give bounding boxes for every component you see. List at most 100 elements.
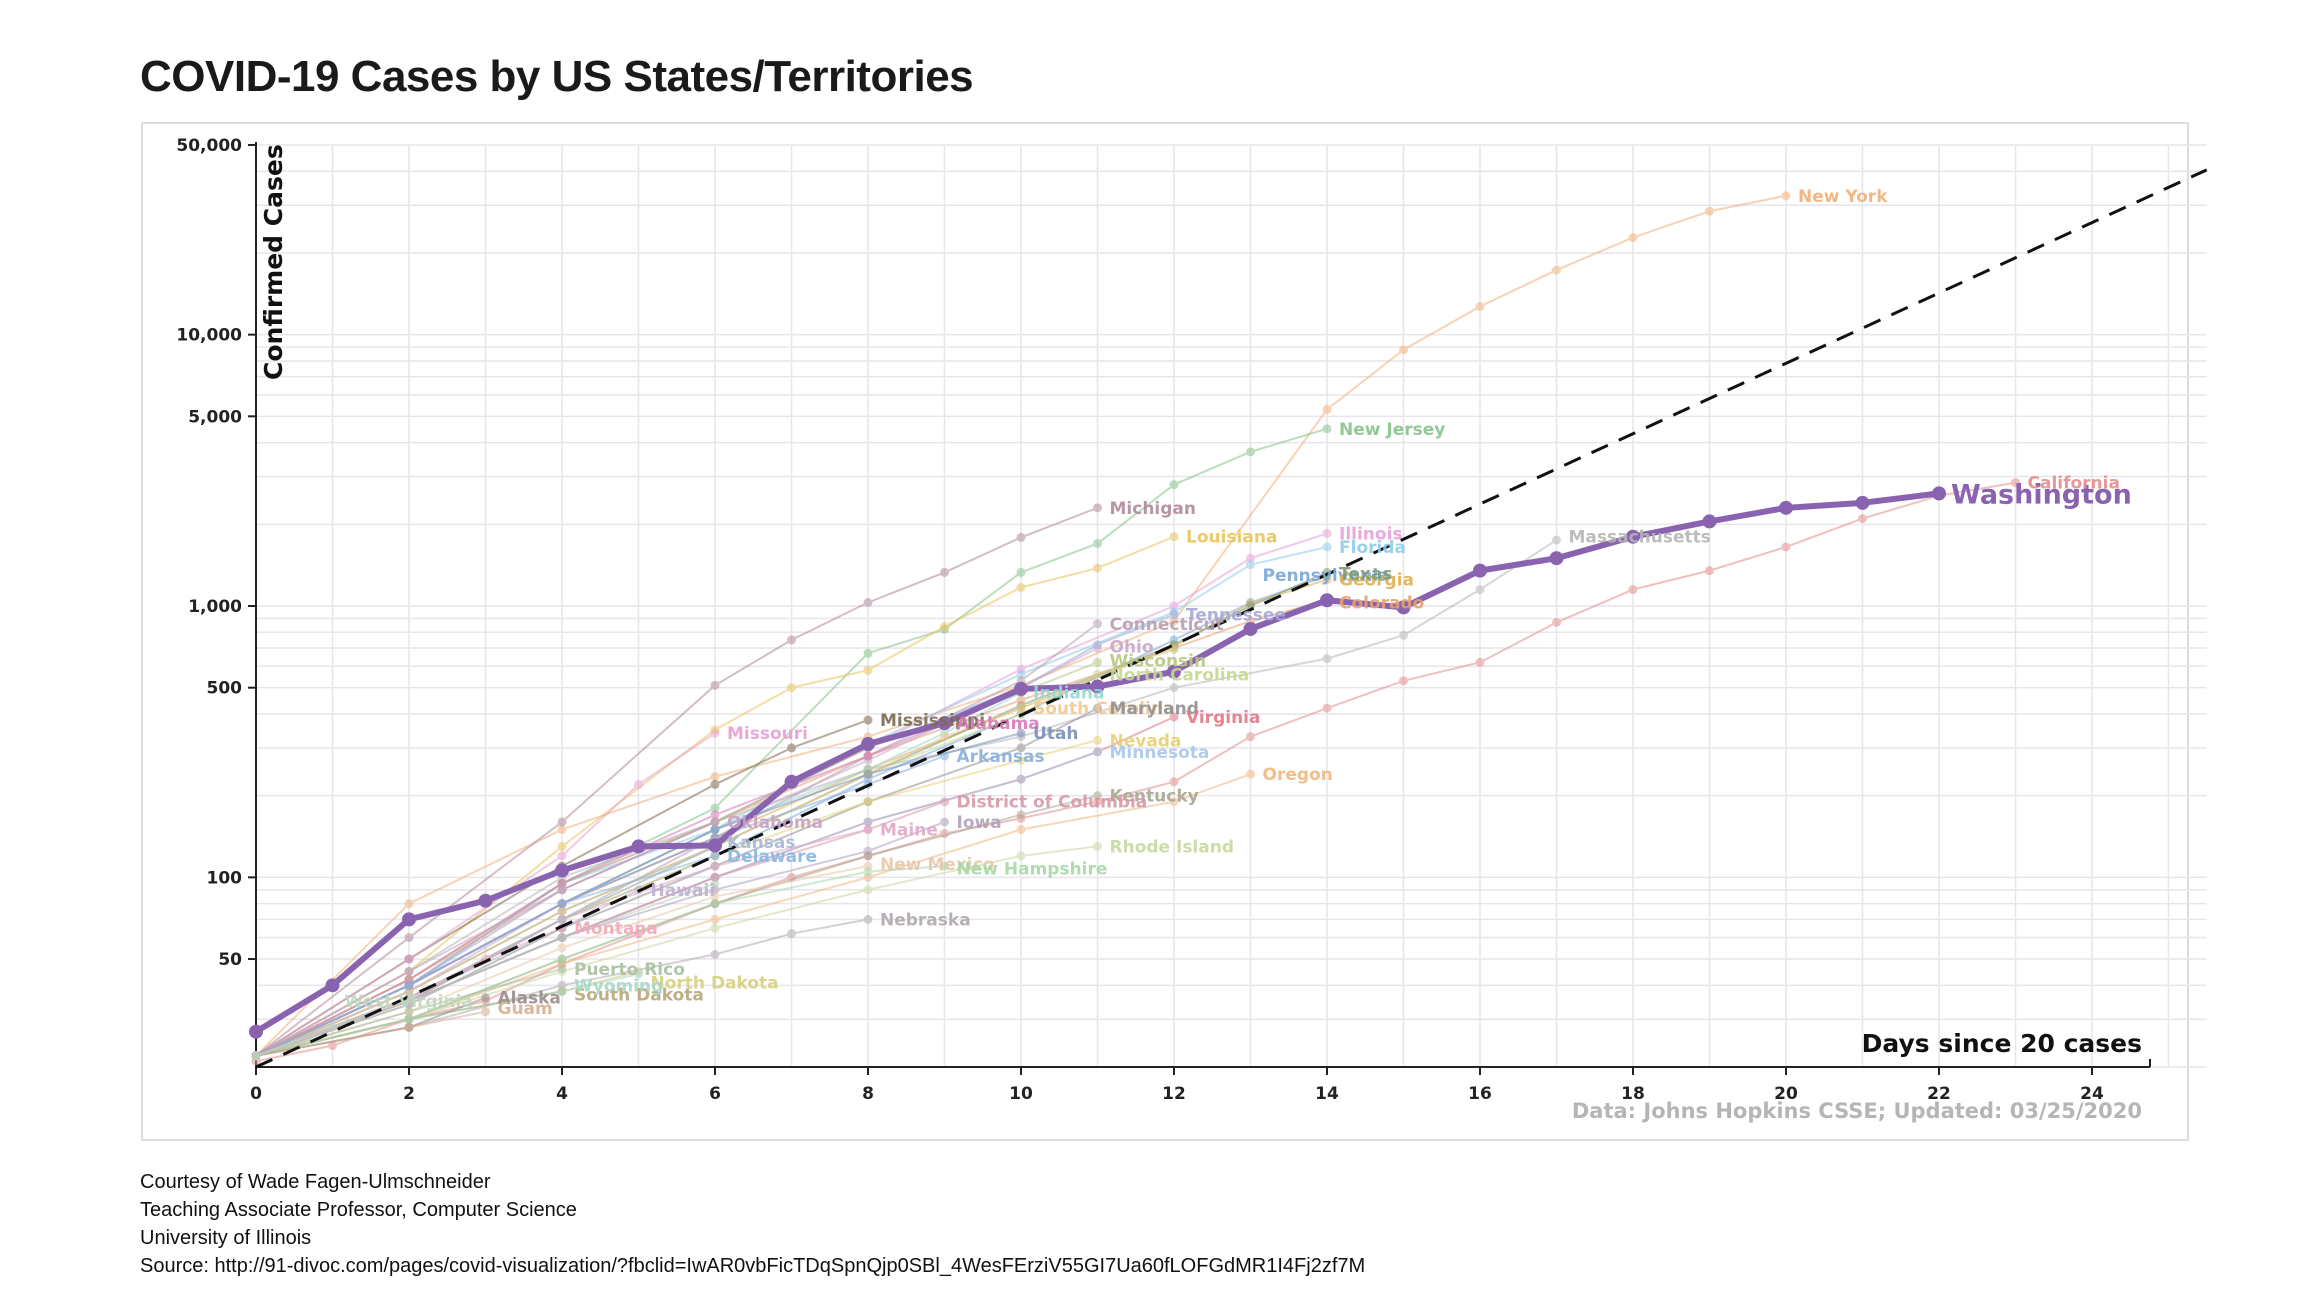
series-point	[1016, 825, 1026, 835]
series-label: New Mexico	[880, 855, 994, 875]
series-line	[255, 836, 716, 1057]
x-axis-label: Days since 20 cases	[1862, 1029, 2142, 1058]
series-point	[787, 743, 796, 753]
x-tick-label: 14	[1315, 1084, 1339, 1104]
series-point	[404, 980, 414, 990]
series-line	[255, 535, 1175, 1057]
series-point	[557, 986, 567, 996]
series-point	[1628, 585, 1638, 595]
series-point	[1246, 447, 1255, 457]
series-label: Mississippi	[880, 711, 985, 731]
x-tick-label: 10	[1009, 1084, 1033, 1104]
series-point	[787, 635, 796, 645]
series-point	[557, 878, 567, 888]
series-point	[557, 943, 567, 953]
series-label: Florida	[1339, 538, 1406, 558]
series-point	[1705, 566, 1714, 576]
series-point	[1322, 654, 1332, 664]
series-label: Kentucky	[1110, 787, 1199, 807]
series-label: Oregon	[1263, 765, 1333, 785]
series-point	[2011, 478, 2020, 488]
series-point	[404, 933, 414, 943]
series-point	[1322, 424, 1332, 434]
series-label: Iowa	[957, 813, 1002, 833]
series-point	[557, 914, 567, 924]
series-point	[940, 622, 949, 632]
series-point	[710, 779, 720, 789]
y-tick-label: 100	[207, 868, 243, 888]
series-label: New Jersey	[1339, 420, 1445, 440]
series-point	[404, 1014, 414, 1024]
series-point	[328, 1022, 337, 1032]
series-label: Rhode Island	[1110, 837, 1235, 857]
series-point	[1093, 791, 1102, 801]
series-point	[1093, 619, 1102, 629]
x-tick-label: 20	[1774, 1084, 1798, 1104]
highlight-series-point	[1090, 679, 1105, 694]
series-point	[1016, 774, 1026, 784]
series-point	[1016, 755, 1026, 765]
credit-institution: University of Illinois	[140, 1227, 312, 1249]
series-label: North Dakota	[651, 973, 779, 993]
series-label: Wisconsin	[1110, 651, 1207, 671]
series-label: Massachusetts	[1569, 528, 1711, 548]
series-point	[863, 867, 873, 877]
series-point	[1246, 560, 1255, 570]
series-point	[863, 846, 873, 856]
series-point	[1246, 769, 1255, 779]
series-label: Minnesota	[1110, 743, 1210, 763]
series-label: Louisiana	[1186, 528, 1277, 548]
series-point	[404, 954, 414, 964]
series-point	[1016, 532, 1026, 542]
highlight-series-point	[1702, 514, 1717, 529]
series-point	[863, 817, 873, 827]
series-point	[1246, 732, 1255, 742]
series-label: South Carolina	[1033, 699, 1174, 719]
series-line	[255, 973, 639, 1057]
series-point	[557, 841, 567, 851]
series-point	[1169, 610, 1179, 620]
series-point	[1399, 676, 1408, 686]
highlight-layer: Washington	[249, 479, 2132, 1039]
series-label: California	[2028, 474, 2120, 494]
series-point	[557, 825, 567, 835]
highlight-series-point	[631, 839, 646, 854]
highlight-series-label: Washington	[1951, 479, 2132, 510]
series-point	[404, 1007, 414, 1017]
series-point	[710, 878, 720, 888]
series-point	[1399, 345, 1408, 355]
series-point	[404, 899, 414, 909]
series-point	[1093, 841, 1102, 851]
highlight-series-point	[708, 838, 722, 853]
series-point	[481, 993, 490, 1003]
series-point	[710, 891, 720, 901]
highlight-series-point	[1549, 551, 1564, 566]
series-point	[1169, 683, 1179, 693]
series-point	[1628, 233, 1638, 243]
series-point	[1705, 206, 1714, 216]
series-point	[1093, 503, 1102, 513]
series-point	[328, 1041, 337, 1051]
highlight-series-point	[937, 716, 952, 731]
series-label: West Virginia	[345, 992, 473, 1012]
highlight-series-point	[1779, 500, 1793, 515]
series-point	[1093, 538, 1102, 548]
series-point	[710, 772, 720, 782]
series-label: Alaska	[498, 989, 561, 1009]
highlight-series-point	[478, 893, 493, 908]
series-point	[710, 861, 720, 871]
series-point	[481, 1007, 490, 1017]
credit-source-link[interactable]: Source: http://91-divoc.com/pages/covid-…	[140, 1255, 1366, 1277]
series-point	[940, 797, 949, 807]
series-label: Maine	[880, 821, 938, 841]
series-point	[1781, 542, 1791, 552]
series-point	[557, 899, 567, 909]
x-tick-label: 0	[250, 1084, 262, 1104]
series-label: Montana	[574, 919, 658, 939]
highlight-series-point	[1855, 495, 1870, 510]
series-point	[863, 914, 873, 924]
series-point	[1322, 529, 1332, 539]
highlight-series-point	[325, 978, 340, 993]
series-line	[255, 481, 2016, 1063]
x-tick-label: 12	[1162, 1084, 1186, 1104]
